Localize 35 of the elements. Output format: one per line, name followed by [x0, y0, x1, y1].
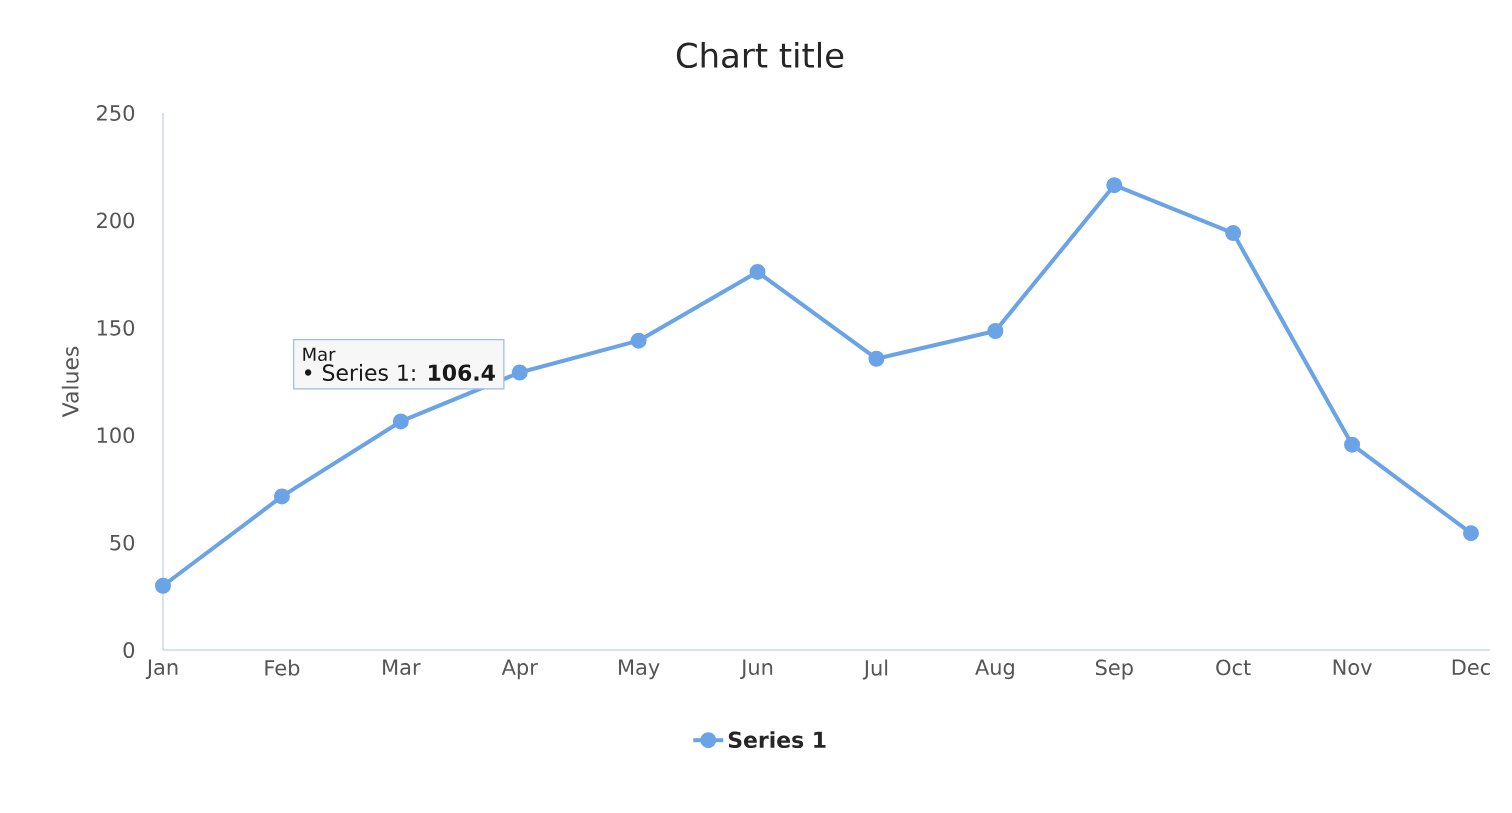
legend-label: Series 1 — [728, 731, 826, 749]
point — [868, 350, 885, 367]
point — [273, 488, 290, 505]
point — [630, 332, 647, 349]
x-tick-label: Jan — [145, 659, 178, 679]
annotation: • Series 1: 106.4 — [304, 363, 495, 381]
chart-title: Chart title — [676, 41, 844, 69]
point — [749, 263, 766, 280]
y-tick-label: 0 — [123, 642, 135, 658]
x-tick-label: Aug — [975, 659, 1014, 680]
annotation: Mar — [303, 347, 336, 361]
point — [155, 577, 171, 594]
point — [1225, 225, 1242, 242]
point — [511, 364, 528, 381]
point — [987, 323, 1004, 340]
x-tick-label: Feb — [265, 659, 300, 676]
x-tick-label: Apr — [501, 659, 538, 680]
y-tick-label: 100 — [97, 427, 135, 444]
x-tick-label: Mar — [383, 659, 421, 676]
point — [1462, 525, 1479, 542]
x-tick-label: Dec — [1452, 659, 1490, 676]
x-tick-label: May — [619, 659, 660, 680]
y-tick-label: 250 — [97, 105, 135, 121]
point — [392, 413, 409, 430]
x-tick-label: Oct — [1216, 659, 1251, 676]
y-tick-label: 50 — [110, 534, 135, 551]
y-tick-label: 200 — [97, 212, 135, 229]
x-tick-label: Sep — [1095, 659, 1133, 680]
point — [1344, 436, 1361, 453]
x-tick-label: Jun — [740, 659, 773, 679]
point — [1106, 177, 1123, 194]
x-tick-label: Jul — [862, 659, 888, 680]
x-tick-label: Nov — [1333, 659, 1372, 676]
y-axis-title: Values — [61, 346, 79, 418]
y-tick-label: 150 — [97, 319, 135, 336]
